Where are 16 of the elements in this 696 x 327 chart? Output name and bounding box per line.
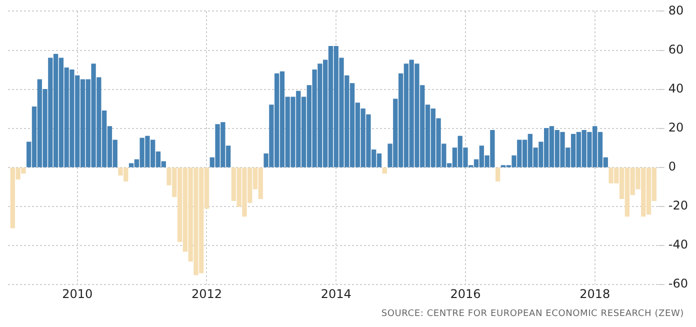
y-tick-label: -40 (668, 238, 688, 252)
y-tick-label: 0 (668, 160, 676, 174)
y-tick-label: 80 (668, 3, 684, 18)
source-note: SOURCE: CENTRE FOR EUROPEAN ECONOMIC RESEARCH (ZEW) (381, 309, 684, 319)
y-tick-label: 40 (668, 81, 684, 96)
x-tick-label: 2016 (450, 286, 481, 301)
x-tick-label: 2014 (320, 286, 352, 301)
y-tick-label: 60 (668, 42, 684, 56)
x-tick-label: 2012 (191, 286, 222, 301)
y-tick-label: -20 (668, 198, 688, 213)
bar (382, 168, 387, 174)
y-tick-label: 20 (668, 120, 684, 134)
bar (495, 168, 500, 182)
x-tick-label: 2018 (580, 286, 610, 301)
x-tick-label: 2010 (62, 286, 93, 301)
y-tick-label: -60 (668, 276, 688, 291)
